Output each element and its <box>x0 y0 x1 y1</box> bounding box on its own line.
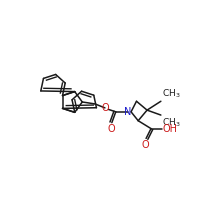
Text: OH: OH <box>163 124 178 134</box>
Text: O: O <box>141 140 149 150</box>
Text: O: O <box>108 124 115 134</box>
Text: O: O <box>102 103 109 113</box>
Text: N: N <box>124 107 131 117</box>
Text: CH$_3$: CH$_3$ <box>162 88 180 100</box>
Text: CH$_3$: CH$_3$ <box>162 116 180 129</box>
